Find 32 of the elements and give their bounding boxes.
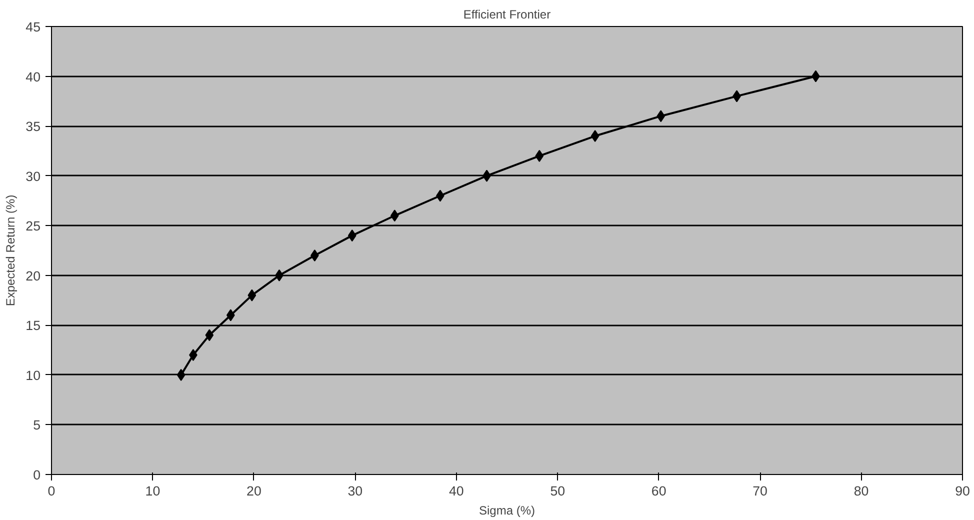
point: [176, 368, 186, 381]
x-axis-title: Sigma (%): [478, 504, 536, 518]
point: [226, 309, 235, 322]
x-tick-label: 20: [246, 484, 262, 498]
y-tick-label: 10: [26, 368, 41, 383]
x-tick-label: 30: [348, 484, 363, 498]
point: [656, 110, 666, 122]
y-tick-label: 40: [26, 69, 41, 84]
x-tick-label: 70: [752, 484, 768, 498]
point: [205, 329, 214, 342]
y-axis-title: Expected Return (%): [4, 194, 18, 306]
y-tick-label: 45: [26, 20, 41, 34]
x-tick-label: 40: [448, 484, 464, 498]
x-tick-label: 10: [145, 484, 160, 498]
point: [535, 150, 544, 162]
y-tick-label: 25: [26, 218, 41, 234]
point: [348, 230, 356, 242]
x-tick-label: 50: [550, 484, 566, 498]
x-tick-label: 60: [651, 484, 666, 498]
y-tick-label: 35: [26, 119, 41, 134]
point: [590, 130, 600, 142]
point: [248, 289, 256, 302]
y-tick-label: 15: [26, 318, 41, 334]
y-tick-label: 30: [26, 168, 41, 184]
y-tick-label: 0: [33, 468, 41, 482]
y-tick-label: 20: [26, 268, 41, 284]
x-tick-label: 80: [854, 484, 869, 498]
x-tick-label: 90: [955, 484, 970, 498]
chart-title: Efficient Frontier: [463, 8, 551, 22]
x-tick-label: 0: [48, 484, 56, 498]
point: [390, 210, 399, 222]
y-tick-label: 5: [33, 418, 41, 433]
